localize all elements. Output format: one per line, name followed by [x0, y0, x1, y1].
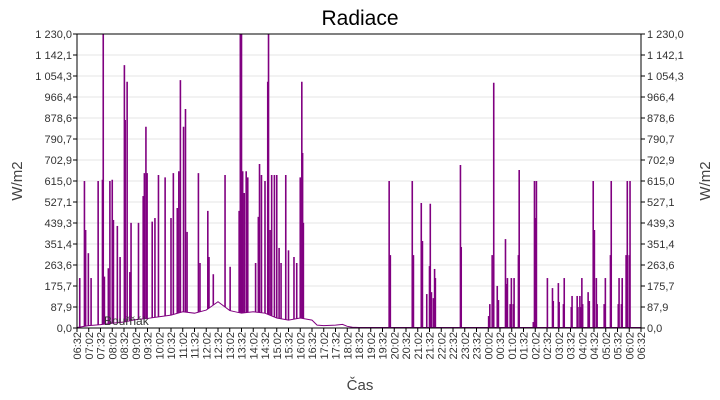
x-tick-label: 12:32: [213, 332, 225, 360]
x-tick-label: 21:02: [413, 332, 425, 360]
x-tick-label: 17:02: [319, 332, 331, 360]
y-axis-label-right: W/m2: [697, 161, 714, 200]
y-tick-label: 878,6: [647, 113, 675, 125]
y-axis-left: 0,0 87,9 175,7 263,6 351,4 439,3 527,1 615,0 702…: [35, 29, 77, 335]
x-tick-label: 22:32: [448, 332, 460, 360]
y-tick-label: 966,4: [647, 92, 675, 104]
x-tick-label: 11:32: [190, 332, 202, 359]
x-tick-label: 19:32: [378, 332, 390, 360]
x-tick-label: 03:02: [554, 332, 566, 360]
y-tick-label: 615,0: [647, 176, 675, 188]
x-tick-label: 10:32: [166, 332, 178, 360]
y-tick-label: 702,9: [44, 155, 72, 167]
y-tick-label: 1 054,3: [647, 71, 684, 83]
x-tick-label: 00:02: [483, 332, 495, 360]
y-tick-label: 87,9: [51, 302, 72, 314]
y-tick-label: 1 230,0: [647, 29, 684, 41]
y-tick-label: 1 142,1: [35, 50, 72, 62]
y-tick-label: 439,3: [44, 218, 72, 230]
y-tick-label: 263,6: [647, 260, 675, 272]
x-tick-label: 21:32: [425, 332, 437, 360]
x-tick-label: 15:32: [284, 332, 296, 360]
x-tick-label: 00:32: [495, 332, 507, 360]
y-tick-label: 527,1: [647, 197, 675, 209]
x-tick-label: 17:32: [331, 332, 343, 360]
x-tick-label: 08:02: [107, 332, 119, 360]
x-tick-label: 06:32: [72, 332, 84, 360]
x-tick-label: 06:02: [624, 332, 636, 360]
y-tick-label: 351,4: [647, 239, 675, 251]
y-tick-label: 966,4: [44, 92, 72, 104]
x-tick-label: 07:02: [84, 332, 96, 360]
x-tick-label: 23:02: [460, 332, 472, 360]
x-tick-label: 14:02: [248, 332, 260, 360]
x-tick-label: 04:32: [589, 332, 601, 360]
y-tick-label: 175,7: [647, 281, 675, 293]
baseline-line: [76, 301, 641, 329]
x-tick-label: 18:32: [354, 332, 366, 360]
x-tick-label: 20:02: [389, 332, 401, 360]
series-bournak: [76, 34, 641, 329]
x-tick-label: 09:02: [131, 332, 143, 360]
grid-lines: [77, 54, 641, 308]
chart-title: Radiace: [321, 7, 398, 30]
y-axis-right: 0,0 87,9 175,7 263,6 351,4 439,3 527,1 615,0 702…: [641, 29, 684, 335]
x-tick-label: 15:02: [272, 332, 284, 360]
x-tick-label: 01:02: [507, 332, 519, 360]
x-tick-label: 18:02: [342, 332, 354, 360]
x-tick-label: 02:02: [530, 332, 542, 360]
legend-entry: Bouřňák: [104, 314, 150, 328]
x-tick-label: 05:32: [613, 332, 625, 360]
x-tick-label: 11:02: [178, 332, 190, 359]
x-tick-label: 05:02: [601, 332, 613, 360]
x-axis: 06:32 07:02 07:32 08:02 08:32 09:02 09:32 10:02…: [72, 328, 648, 360]
y-tick-label: 87,9: [647, 302, 668, 314]
y-tick-label: 263,6: [44, 260, 72, 272]
x-tick-label: 23:32: [472, 332, 484, 360]
x-tick-label: 08:32: [119, 332, 131, 360]
x-tick-label: 06:32: [636, 332, 648, 360]
x-tick-label: 16:02: [295, 332, 307, 360]
x-tick-label: 13:32: [237, 332, 249, 360]
x-tick-label: 10:02: [154, 332, 166, 360]
y-tick-label: 790,7: [647, 134, 675, 146]
x-tick-label: 09:32: [143, 332, 155, 360]
x-tick-label: 07:32: [96, 332, 108, 360]
y-tick-label: 0,0: [57, 323, 72, 335]
y-tick-label: 615,0: [44, 176, 72, 188]
y-axis-label-left: W/m2: [9, 161, 26, 200]
y-tick-label: 702,9: [647, 155, 675, 167]
y-tick-label: 351,4: [44, 239, 72, 251]
y-tick-label: 0,0: [647, 323, 662, 335]
x-tick-label: 22:02: [436, 332, 448, 360]
x-tick-label: 20:32: [401, 332, 413, 360]
x-tick-label: 13:02: [225, 332, 237, 360]
y-tick-label: 175,7: [44, 281, 72, 293]
x-tick-label: 16:32: [307, 332, 319, 360]
y-tick-label: 790,7: [44, 134, 72, 146]
x-tick-label: 12:02: [201, 332, 213, 360]
x-tick-label: 14:32: [260, 332, 272, 360]
y-tick-label: 1 054,3: [35, 71, 72, 83]
y-tick-label: 527,1: [44, 197, 72, 209]
y-tick-label: 878,6: [44, 113, 72, 125]
y-tick-label: 1 230,0: [35, 29, 72, 41]
x-tick-label: 04:02: [577, 332, 589, 360]
x-tick-label: 01:32: [519, 332, 531, 360]
x-tick-label: 19:02: [366, 332, 378, 360]
plot-frame: [76, 33, 642, 329]
y-tick-label: 1 142,1: [647, 50, 684, 62]
x-axis-label: Čas: [347, 377, 374, 394]
y-tick-label: 439,3: [647, 218, 675, 230]
x-tick-label: 02:32: [542, 332, 554, 360]
x-tick-label: 03:32: [566, 332, 578, 360]
